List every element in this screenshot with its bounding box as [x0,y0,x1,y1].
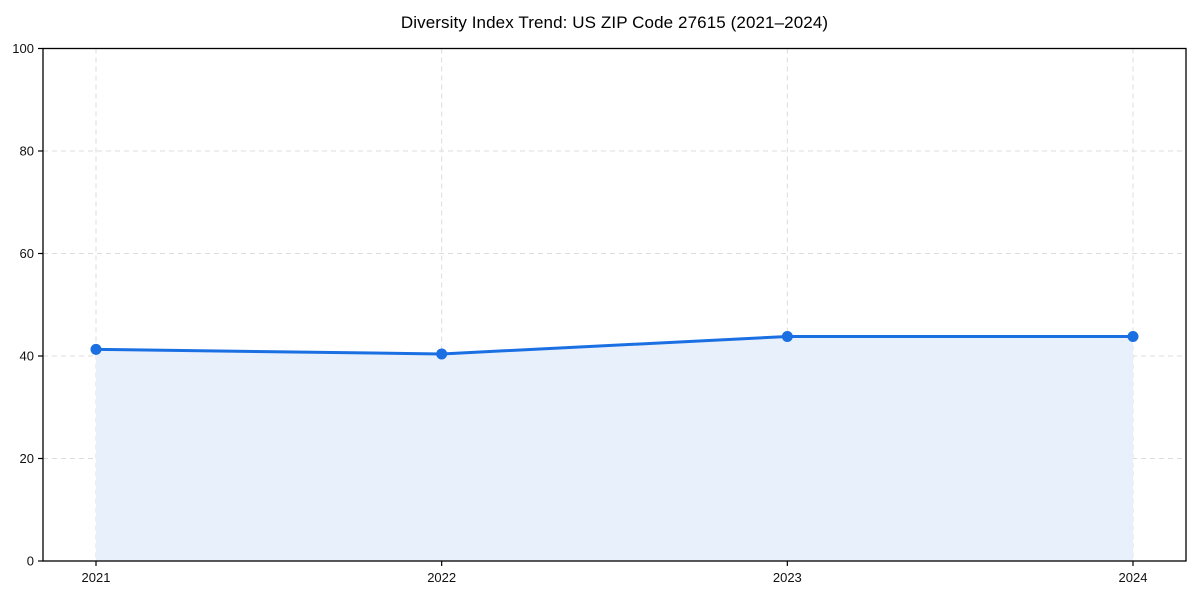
area-fill [96,336,1133,561]
axis-frame [42,47,1187,562]
x-tick-label-2021: 2021 [82,570,111,585]
x-tick-label-2022: 2022 [427,570,456,585]
data-point-2022 [436,348,448,360]
y-tick-label-60: 60 [20,246,34,261]
data-point-2021 [90,343,102,355]
y-tick-label-0: 0 [27,554,34,569]
y-tick-label-40: 40 [20,349,34,364]
chart-title: Diversity Index Trend: US ZIP Code 27615… [400,13,829,32]
x-tick-label-2023: 2023 [773,570,802,585]
y-tick-label-20: 20 [20,451,34,466]
trend-line [94,335,1135,356]
x-tick-label-2024: 2024 [1119,570,1148,585]
y-tick-label-80: 80 [20,144,34,159]
data-point-2024 [1127,331,1139,343]
data-point-2023 [781,331,793,343]
y-tick-label-100: 100 [12,41,34,56]
